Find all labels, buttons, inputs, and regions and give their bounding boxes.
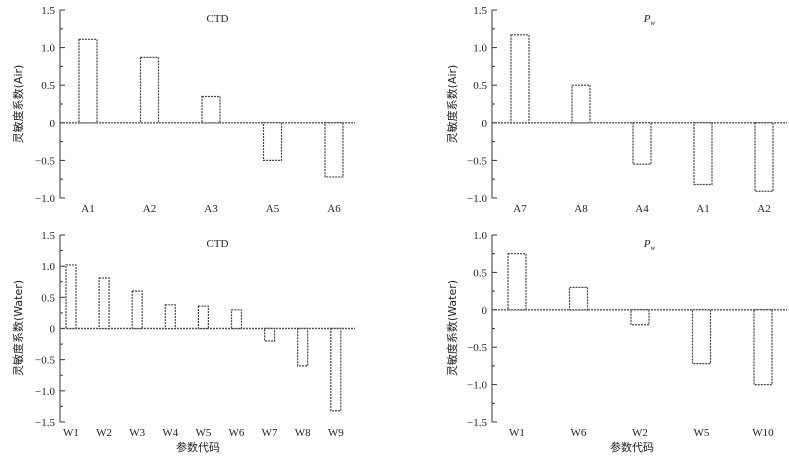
y-tick-label: 0.5 [473,267,487,279]
bar-a6 [324,122,344,178]
panel-title: Pw [643,13,656,27]
y-tick-label: 0.5 [41,292,55,304]
bar-w1 [507,253,527,311]
category-label: W2 [96,427,112,439]
x-axis-label-left: 参数代码 [176,440,220,454]
bar-a1 [693,122,713,186]
bar-w6 [568,286,589,311]
bar-w9 [330,327,342,412]
y-axis-label: 灵敏度系数(Water) [445,280,459,376]
category-label: W1 [509,427,525,439]
bar-a2 [754,122,774,192]
category-label: W5 [694,427,710,439]
category-label: A8 [574,203,588,215]
panel-ctd-air: −1.0 −0.5 0 0.5 1.0 1.5 A1 A2 A3 A5 A6 CTD 灵敏度系数(Air… [11,5,355,215]
y-axis-label: 灵敏度系数(Air) [445,65,459,144]
bar-a4 [632,122,652,165]
category-label: A4 [635,203,649,215]
bar-a7 [510,34,530,124]
y-axis-label: 灵敏度系数(Air) [11,65,25,144]
bar-a3 [201,95,221,124]
y-tick-label: 0.5 [473,80,487,92]
y-tick-label: −1.0 [35,386,55,398]
category-label: W8 [295,427,311,439]
category-label: A3 [204,203,218,215]
bar-w4 [164,304,176,330]
bar-w10 [753,309,773,386]
bar-w7 [264,327,276,342]
category-label: A7 [513,203,527,215]
x-axis-label-right: 参数代码 [610,440,654,454]
y-tick-label: −1.0 [35,193,55,205]
category-label: W6 [229,427,245,439]
bar-w3 [131,290,143,330]
category-label: A2 [757,203,770,215]
category-label: W9 [328,427,344,439]
bar-a2 [139,56,160,124]
y-tick-label: 0.5 [41,80,55,92]
bar-a5 [262,122,283,162]
category-label: A2 [143,203,156,215]
panel-title: Pw [643,238,656,252]
category-label: W7 [262,427,278,439]
y-tick-label: −0.5 [35,155,55,167]
y-tick-label: 1.5 [473,5,487,17]
bar-w2 [630,309,650,326]
category-label: W6 [571,427,587,439]
category-label: W1 [63,427,79,439]
category-label: A6 [327,203,341,215]
bar-w6 [230,309,243,330]
category-label: W5 [195,427,211,439]
y-tick-label: 0 [50,324,56,336]
y-tick-label: −1.0 [467,380,487,392]
y-tick-label: 0 [482,305,488,317]
y-tick-label: 1.0 [473,43,487,55]
y-tick-label: 1.0 [473,230,487,242]
bar-a1 [78,38,98,124]
bar-w8 [297,327,309,367]
y-tick-label: −0.5 [467,342,487,354]
y-tick-label: 1.0 [41,261,55,273]
bar-w5 [691,309,712,365]
y-tick-label: −1.5 [467,417,487,429]
bar-w1 [65,264,77,330]
y-tick-label: −1.5 [35,417,55,429]
y-tick-label: 1.5 [41,230,55,242]
bar-a8 [571,84,591,124]
category-label: W3 [129,427,145,439]
y-tick-label: 0 [50,118,56,130]
category-label: A1 [696,203,709,215]
y-tick-label: −1.0 [467,193,487,205]
category-label: W10 [752,427,774,439]
y-tick-label: −0.5 [467,155,487,167]
panel-pw-water: −1.5 −1.0 −0.5 0 0.5 1.0 W1 W6 W2 W5 W10 Pw 灵敏度系数(Wa… [445,230,787,439]
category-label: W2 [632,427,648,439]
y-tick-label: 1.0 [41,43,55,55]
category-label: W4 [162,427,178,439]
bar-w2 [98,277,110,330]
panel-title: CTD [207,13,229,25]
y-tick-label: 1.5 [41,5,55,17]
y-tick-label: 0 [482,118,488,130]
category-label: A5 [266,203,280,215]
panel-title: CTD [207,238,229,250]
panel-ctd-water: −1.5 −1.0 −0.5 0 0.5 1.0 1.5 W1 W2 W3 W4 W5 W6 W7 W8 W9… [11,230,355,439]
y-tick-label: −0.5 [35,355,55,367]
y-axis-label: 灵敏度系数(Water) [11,280,25,376]
category-label: A1 [81,203,94,215]
bar-w5 [197,305,209,330]
panel-pw-air: −1.0 −0.5 0 0.5 1.0 1.5 A7 A8 A4 A1 A2 Pw 灵敏度系数(Air) [445,5,787,215]
